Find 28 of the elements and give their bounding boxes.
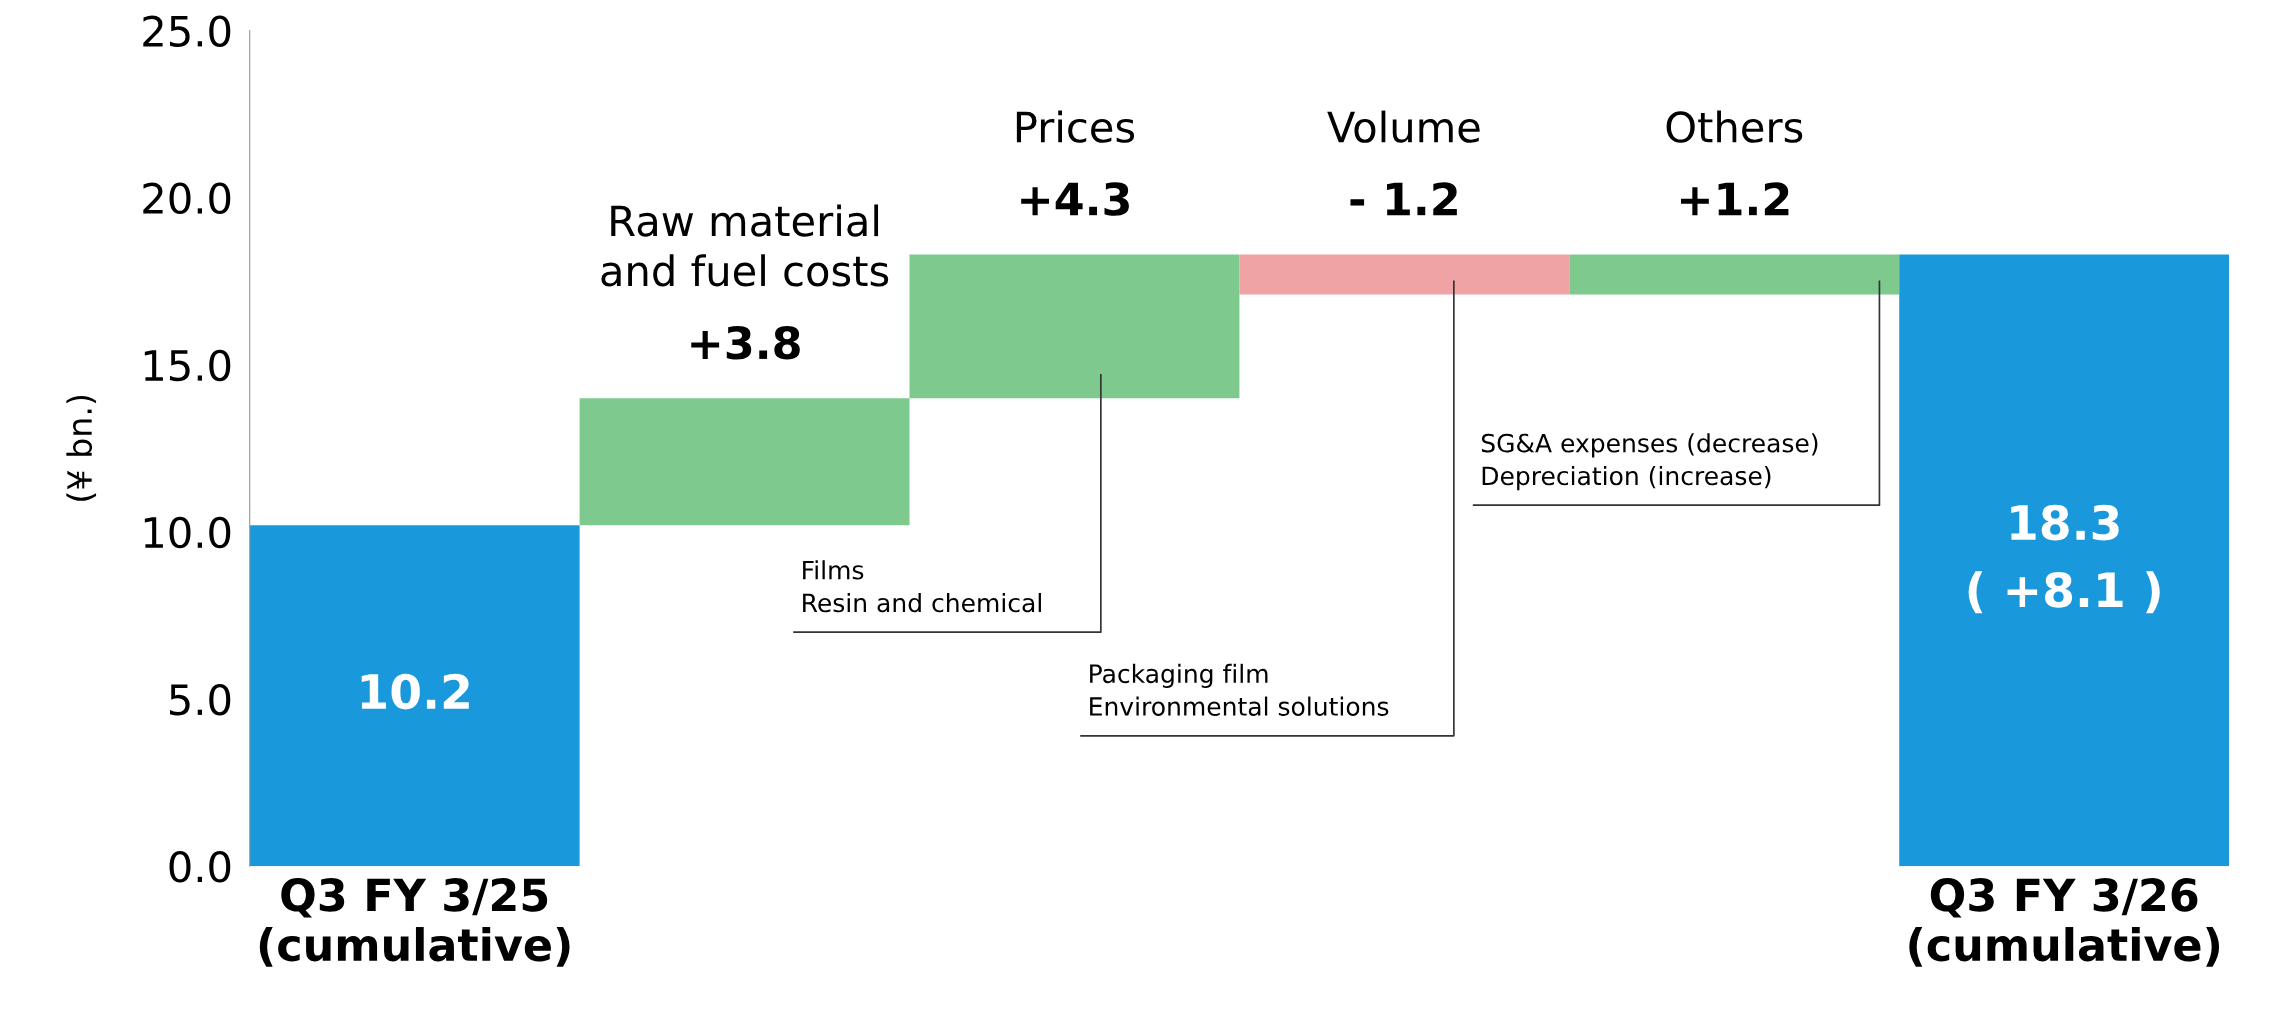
y-tick-label: 20.0 [143, 182, 231, 215]
y-tick-label: 15.0 [144, 349, 231, 382]
bar [909, 254, 1240, 399]
y-axis-title: (¥ bn.) [66, 395, 97, 501]
x-tick-label: Q3 FY 3/26 (cumulative) [1909, 878, 2220, 967]
x-tick-label: Others [1666, 110, 1803, 143]
bar [1239, 254, 1570, 295]
annotation: Packaging film Environmental solutions [1090, 663, 1389, 716]
x-tick-label: Raw material and fuel costs [601, 204, 889, 287]
data-label: +1.2 [1681, 182, 1789, 216]
annotation: Films Resin and chemical [803, 560, 1041, 613]
y-tick-label: 25.0 [143, 15, 231, 47]
bar [1899, 254, 2230, 867]
y-tick-label: 10.0 [144, 516, 231, 549]
data-label: +3.8 [691, 325, 800, 360]
annotation: SG&A expenses (decrease) Depreciation (increase) [1481, 433, 1818, 491]
x-tick-label: Prices [1016, 110, 1135, 143]
data-label: 18.3 ( +8.1 ) [1968, 504, 2160, 614]
y-tick-label: 5.0 [169, 683, 231, 716]
y-tick-label: 0.0 [169, 851, 231, 883]
bar [1569, 254, 1900, 295]
bar [579, 398, 910, 526]
data-label: - 1.2 [1350, 182, 1457, 216]
data-label: +4.3 [1021, 182, 1129, 216]
x-tick-label: Volume [1327, 110, 1480, 143]
bar [249, 525, 580, 867]
data-label: 10.2 [361, 673, 469, 710]
x-tick-label: Q3 FY 3/25 (cumulative) [259, 878, 570, 967]
